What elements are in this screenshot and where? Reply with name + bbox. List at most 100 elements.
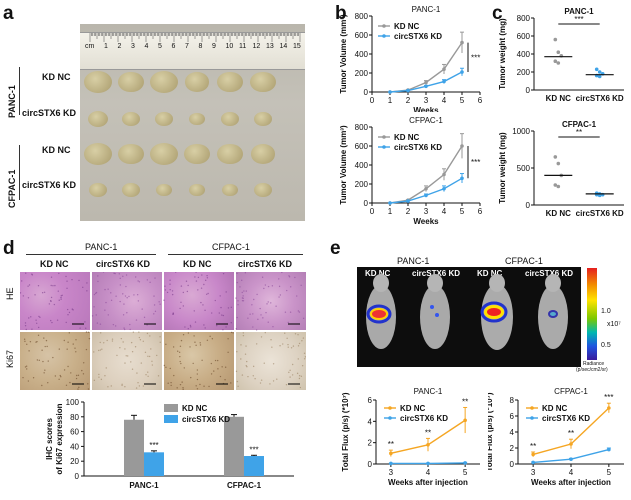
histology-dot — [263, 362, 265, 364]
histology-dot — [126, 297, 128, 299]
histology-dot — [284, 311, 287, 313]
histology-dot — [123, 328, 126, 331]
histology-dot — [125, 355, 127, 357]
histology-dot — [179, 355, 181, 358]
y-tick-label: 400 — [355, 50, 369, 59]
data-point — [460, 40, 464, 45]
histology-dot — [197, 276, 200, 279]
histology-dot — [58, 299, 60, 301]
histology-dot — [216, 359, 219, 362]
y-axis-label: IHC scores — [45, 418, 54, 460]
sig-mark: ** — [425, 428, 431, 437]
histology-dot — [213, 370, 215, 372]
histology-dot — [303, 358, 306, 360]
histology-dot — [303, 352, 306, 354]
tumor-sample — [254, 182, 272, 198]
histology-dot — [218, 312, 221, 314]
y-axis-label: Tumor Volume (mm³) — [339, 125, 348, 205]
histology-dot — [86, 290, 88, 292]
data-point — [460, 144, 464, 148]
histology-dot — [149, 281, 151, 284]
histology-dot — [292, 345, 295, 347]
x-category-label: KD NC — [546, 94, 572, 103]
histology-dot — [154, 310, 157, 313]
histology-dot — [247, 317, 249, 319]
histology-dot — [227, 307, 230, 309]
histology-dot — [138, 331, 140, 333]
histology-dot — [201, 359, 203, 361]
chart-c-cfpac: CFPAC-1 0 500 1000 KD NC circSTX6 KD Tumor wei… — [498, 120, 624, 218]
histology-dot — [110, 385, 112, 387]
x-category-label: circSTX6 KD — [576, 209, 624, 218]
y-tick-label: 0 — [364, 199, 369, 208]
histology-dot — [288, 371, 290, 374]
histology-dot — [270, 302, 272, 304]
histology-dot — [169, 279, 171, 281]
tumor-sample — [251, 144, 275, 164]
histology-dot — [28, 350, 30, 352]
data-point — [553, 155, 558, 159]
x-tick-label: 6 — [478, 96, 483, 105]
histology-dot — [75, 377, 78, 380]
y-axis-label: Total Flux (p/s) (*10⁷) — [341, 392, 350, 471]
histology-dot — [259, 382, 262, 384]
histology-dot — [21, 280, 23, 282]
d-line-cfpac — [168, 254, 303, 255]
ruler-number: 3 — [131, 43, 135, 50]
panel-label-a: a — [3, 3, 14, 24]
tumor-sample — [155, 111, 173, 127]
y-axis-label-2: of Ki67 expression — [55, 403, 64, 474]
histology-dot — [289, 369, 291, 372]
mouse-4 — [538, 274, 568, 349]
histology-dot — [237, 303, 239, 306]
y-tick-label: 600 — [355, 142, 369, 151]
histology-dot — [101, 348, 103, 350]
histology-dot — [247, 375, 249, 378]
y-tick-label: 6 — [510, 412, 515, 421]
histology-dot — [100, 332, 102, 334]
histology-dot — [230, 306, 233, 309]
histology-dot — [170, 384, 172, 387]
legend-label: KD NC — [542, 404, 568, 413]
histology-dot — [146, 332, 149, 335]
x-category-label: KD NC — [546, 209, 572, 218]
histology-dot — [36, 322, 38, 324]
histology-dot — [179, 345, 182, 347]
histology-dot — [261, 276, 264, 278]
histology-dot — [130, 341, 133, 344]
y-tick-label: 600 — [517, 32, 531, 41]
histology-dot — [179, 383, 182, 386]
histology-dot — [79, 327, 81, 329]
x-category-label: PANC-1 — [129, 481, 159, 490]
bar — [224, 416, 244, 476]
histology-dot — [42, 360, 44, 363]
histology-dot — [41, 292, 44, 294]
legend-marker — [388, 406, 392, 410]
histology-dot — [286, 337, 288, 339]
chart-title: PANC-1 — [564, 7, 594, 16]
legend-marker — [382, 135, 386, 139]
histology-dot — [190, 326, 192, 328]
histology-dot — [195, 344, 197, 347]
histology-dot — [30, 316, 32, 318]
data-point — [426, 461, 430, 466]
histology-dot — [272, 363, 275, 365]
histology-dot — [104, 375, 106, 377]
y-tick-label: 1000 — [512, 127, 530, 136]
histology-dot — [147, 355, 149, 357]
histology-dot — [43, 291, 46, 294]
mouse-2 — [420, 274, 450, 349]
legend-marker — [382, 145, 386, 149]
he-panc-circstx6kd — [92, 272, 162, 330]
legend-swatch — [164, 415, 178, 423]
histology-dot — [125, 285, 127, 288]
histology-dot — [113, 272, 115, 274]
histology-dot — [180, 301, 182, 303]
bar — [144, 452, 164, 476]
histology-dot — [156, 354, 158, 357]
histology-dot — [181, 381, 183, 383]
histology-dot — [65, 275, 67, 278]
histology-dot — [71, 308, 74, 310]
histology-dot — [203, 324, 205, 326]
ruler-number: 7 — [185, 43, 189, 50]
